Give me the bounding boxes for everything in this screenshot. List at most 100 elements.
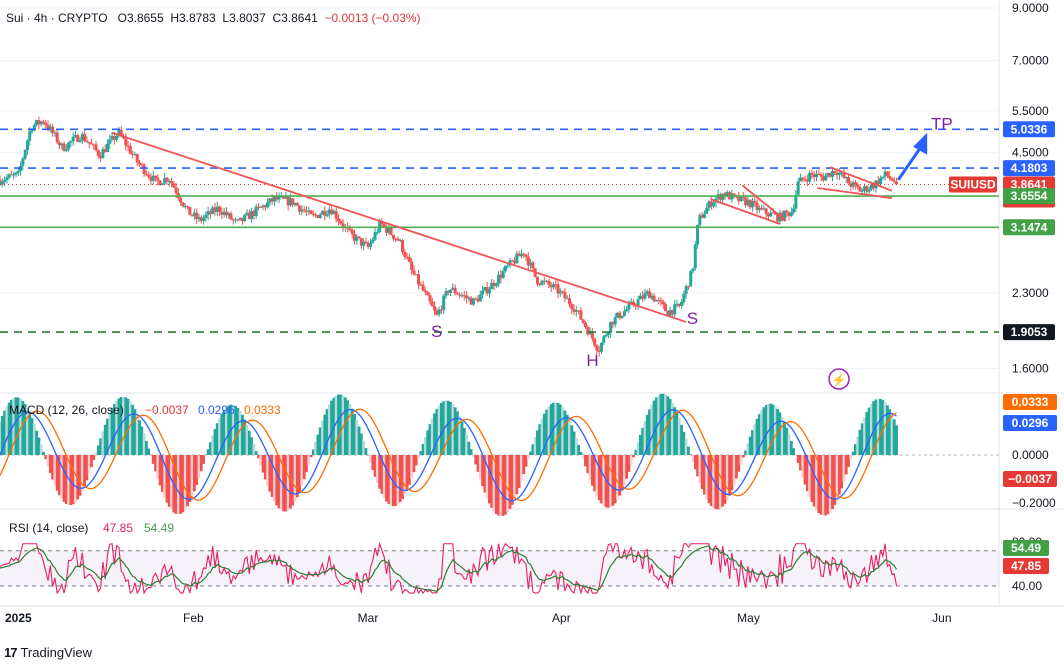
candle-body xyxy=(593,338,597,346)
macd-bar xyxy=(760,410,763,455)
macd-bar xyxy=(739,455,743,465)
candle-body xyxy=(867,189,871,192)
candle-body xyxy=(371,239,375,243)
price-badge xyxy=(1003,324,1055,341)
candle-body xyxy=(108,139,112,144)
macd-bar xyxy=(300,455,304,486)
macd-bar xyxy=(291,455,295,506)
candle-body xyxy=(7,174,11,178)
candle-body xyxy=(401,240,405,253)
macd-bar xyxy=(103,424,107,455)
candle-body xyxy=(458,294,462,296)
tradingview-logo[interactable]: 17 TradingView xyxy=(4,645,92,660)
price-axis-tick: 1.6000 xyxy=(1012,362,1049,376)
macd-bar xyxy=(783,422,786,455)
macd-bar xyxy=(636,442,640,455)
price-badge xyxy=(1003,121,1055,138)
macd-bar xyxy=(55,455,59,491)
candle-body xyxy=(385,226,389,233)
candle-body xyxy=(648,291,652,299)
macd-bar xyxy=(604,455,608,508)
macd-bar xyxy=(307,455,311,465)
macd-bar xyxy=(241,414,244,455)
candle-body xyxy=(771,212,775,214)
candle-body xyxy=(215,206,219,212)
candle-body xyxy=(355,236,359,241)
candle-body xyxy=(417,274,421,285)
candle-body xyxy=(426,292,430,296)
macd-bar xyxy=(92,455,96,461)
macd-bar xyxy=(311,449,315,455)
macd-bar xyxy=(151,455,155,464)
macd-bar xyxy=(110,408,114,455)
candle-body xyxy=(199,217,203,221)
macd-bar xyxy=(584,455,587,467)
candle-body xyxy=(437,309,441,315)
price-badge-label: 3.6554 xyxy=(1011,189,1048,203)
rsi-badge-label: 54.49 xyxy=(1011,541,1041,555)
candle-body xyxy=(35,120,39,125)
rsi-badge xyxy=(1003,540,1049,556)
candle-body xyxy=(556,284,560,294)
candle-body xyxy=(506,265,510,267)
macd-bar xyxy=(545,409,549,455)
candle-body xyxy=(641,295,645,299)
candle-body xyxy=(151,175,155,181)
candle-body xyxy=(478,294,482,302)
candle-body xyxy=(382,224,386,227)
macd-bar xyxy=(252,444,256,455)
candle-body xyxy=(282,196,286,199)
candle-body xyxy=(128,146,132,154)
rsi-title: RSI (14, close) xyxy=(9,521,88,535)
macd-bar xyxy=(872,401,876,455)
candle-body xyxy=(616,312,620,317)
macd-bar xyxy=(165,455,169,503)
candle-body xyxy=(609,321,613,333)
candle-body xyxy=(707,201,711,208)
macd-bar xyxy=(261,455,265,473)
candle-body xyxy=(352,234,356,241)
candle-body xyxy=(126,145,130,147)
macd-bar xyxy=(568,419,571,455)
macd-bar xyxy=(513,455,516,500)
macd-bar xyxy=(737,455,741,472)
macd-bar xyxy=(755,418,759,455)
macd-bar xyxy=(273,455,276,502)
macd-bar xyxy=(257,455,260,459)
macd-bar xyxy=(387,455,391,505)
candle-body xyxy=(28,131,32,141)
macd-bar xyxy=(812,455,816,507)
macd-bar xyxy=(682,431,686,455)
candle-body xyxy=(876,180,880,185)
macd-bar xyxy=(565,414,569,455)
macd-bar xyxy=(238,411,242,455)
candle-body xyxy=(323,210,327,216)
time-axis-tick: Mar xyxy=(358,611,379,625)
macd-bar xyxy=(586,455,590,474)
macd-bar xyxy=(506,455,510,513)
candle-body xyxy=(37,120,41,125)
candle-body xyxy=(586,327,590,335)
candle-body xyxy=(144,173,148,175)
macd-bar xyxy=(456,411,459,455)
trendline xyxy=(111,131,687,323)
candle-body xyxy=(21,158,25,166)
macd-bar xyxy=(675,412,679,455)
macd-bar xyxy=(444,400,448,455)
macd-bar xyxy=(691,455,695,462)
candle-body xyxy=(652,295,656,302)
candle-body xyxy=(490,282,494,290)
macd-bar xyxy=(85,455,89,481)
macd-bar xyxy=(204,455,208,457)
macd-bar xyxy=(579,452,583,455)
candle-body xyxy=(888,175,892,179)
candle-body xyxy=(535,276,539,284)
macd-bar xyxy=(826,455,830,515)
macd-bar xyxy=(643,421,647,455)
macd-bar xyxy=(789,441,793,455)
macd-bar xyxy=(664,394,667,455)
candle-body xyxy=(73,134,77,137)
candle-body xyxy=(766,214,770,217)
candle-body xyxy=(316,215,320,218)
